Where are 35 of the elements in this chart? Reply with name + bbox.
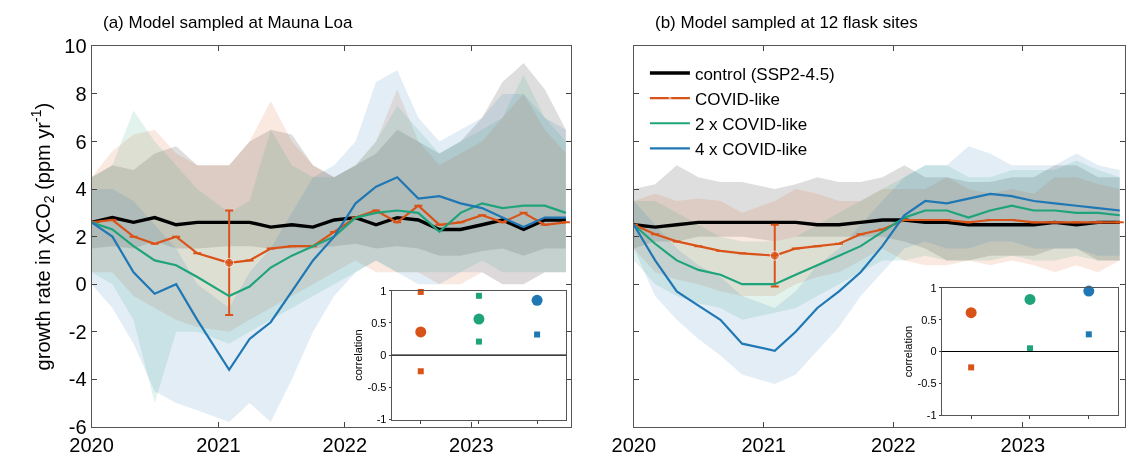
y-tick-label: -1	[376, 413, 387, 426]
x-tick-label: 2022	[871, 433, 916, 456]
x-tick-label: 2021	[196, 433, 241, 456]
x-tick-label: 2023	[449, 433, 494, 456]
x-tick-label: 2020	[611, 433, 657, 456]
y-tick-label: 10	[64, 35, 87, 58]
line-series	[91, 202, 567, 298]
chart-title: (b) Model sampled at 12 flask sites	[655, 13, 918, 32]
y-tick-label: -4	[68, 368, 87, 391]
y-tick-label: 0	[930, 345, 937, 358]
legend-label: control (SSP2-4.5)	[694, 64, 835, 84]
y-tick-label: 2	[75, 225, 87, 248]
y-tick-label: -0.5	[367, 381, 387, 394]
y-tick-label: 0	[75, 273, 87, 296]
x-tick-label: 2023	[1000, 433, 1046, 456]
x-tick-label: 2022	[322, 433, 368, 456]
y-tick-label: 1	[930, 281, 937, 294]
legend-label: 4 x COVID-like	[694, 139, 808, 159]
y-tick-label: 4	[75, 178, 87, 201]
y-axis-title: correlation	[352, 329, 365, 381]
legend-label: 2 x COVID-like	[694, 114, 808, 134]
chart-title: (a) Model sampled at Mauna Loa	[103, 13, 354, 32]
line-series	[91, 215, 568, 232]
y-tick-label: -1	[926, 408, 937, 421]
y-tick-label: 6	[75, 130, 87, 153]
y-tick-label: -2	[68, 320, 87, 343]
y-tick-label: -0.5	[917, 377, 937, 390]
y-tick-label: 8	[75, 82, 87, 105]
y-tick-label: 1	[380, 284, 387, 297]
x-tick-label: 2021	[741, 433, 786, 456]
y-tick-label: 0.5	[371, 316, 387, 329]
y-axis-title: correlation	[902, 325, 915, 378]
y-tick-label: 0	[380, 348, 387, 361]
y-tick-label: 0.5	[921, 313, 937, 326]
legend-label: COVID-like	[694, 89, 780, 109]
